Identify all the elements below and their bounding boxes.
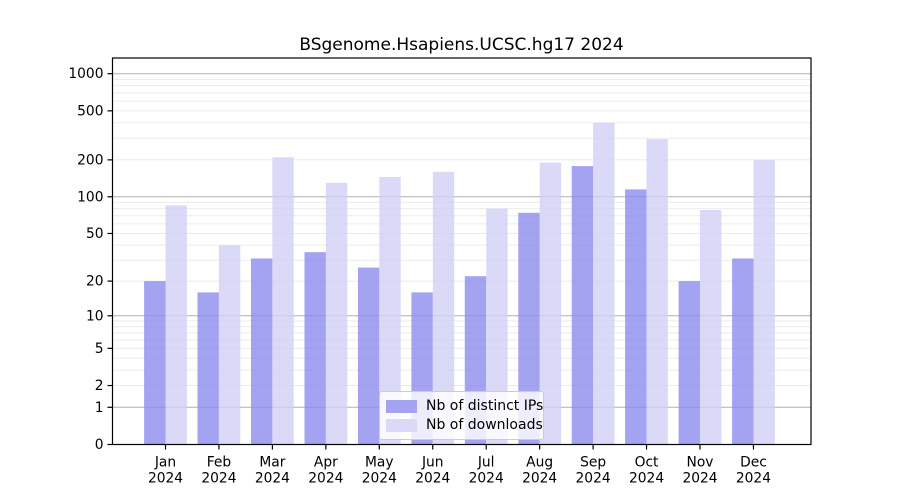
x-tick-label-year: 2024 [682, 471, 717, 487]
bar [539, 162, 562, 445]
x-tick-label-year: 2024 [469, 471, 504, 487]
legend-entry-downloads: Nb of downloads [386, 416, 543, 434]
y-tick-label: 50 [86, 226, 104, 242]
x-tick-label-year: 2024 [736, 471, 771, 487]
x-tick-label: Apr [314, 455, 338, 471]
bar [732, 258, 754, 445]
bar [432, 171, 455, 445]
x-tick-label-year: 2024 [255, 471, 290, 487]
x-tick-label: Oct [635, 455, 659, 471]
x-tick-label-year: 2024 [362, 471, 397, 487]
x-tick-label: Jul [477, 455, 495, 471]
bar [251, 258, 273, 445]
x-tick-label: Jun [421, 455, 444, 471]
y-tick-label: 1000 [68, 66, 103, 82]
bar [144, 281, 166, 445]
legend-swatch-downloads [386, 418, 417, 432]
bar [625, 189, 647, 445]
x-tick-label: Mar [259, 455, 285, 471]
y-tick-label: 20 [86, 274, 104, 290]
x-tick-label: Dec [740, 455, 767, 471]
y-tick-label: 2 [95, 378, 104, 394]
bar [325, 182, 348, 445]
x-tick-label: Sep [580, 455, 606, 471]
bar [304, 252, 326, 445]
x-tick-label: Jan [154, 455, 176, 471]
y-tick-label: 1 [95, 400, 104, 416]
x-tick-label: Feb [207, 455, 231, 471]
bar [486, 208, 508, 445]
y-tick-label: 0 [95, 437, 104, 453]
bar [165, 205, 187, 445]
y-tick-label: 200 [77, 152, 103, 168]
legend-swatch-distinct-ips [386, 399, 417, 413]
bar [646, 139, 668, 445]
x-tick-label: May [365, 455, 394, 471]
x-tick-label: Aug [526, 455, 553, 471]
x-tick-label-year: 2024 [576, 471, 611, 487]
bar [571, 166, 594, 445]
x-tick-label-year: 2024 [148, 471, 183, 487]
bar [218, 245, 241, 445]
bar [272, 157, 294, 445]
bar [753, 159, 775, 445]
y-tick-label: 10 [86, 308, 104, 324]
x-tick-label-year: 2024 [308, 471, 343, 487]
y-tick-label: 100 [77, 189, 103, 205]
y-axis: 0 1 2 5 10 20 50 100 200 500 1000 [68, 66, 113, 453]
legend-label-distinct-ips: Nb of distinct IPs [426, 398, 544, 414]
x-tick-label: Nov [687, 455, 714, 471]
legend-entry-distinct-ips: Nb of distinct IPs [386, 397, 543, 415]
chart-title: BSgenome.Hsapiens.UCSC.hg17 2024 [299, 35, 624, 55]
x-tick-label-year: 2024 [415, 471, 450, 487]
y-tick-label: 5 [95, 341, 104, 357]
y-tick-label: 500 [77, 103, 103, 119]
legend-label-downloads: Nb of downloads [426, 417, 543, 433]
bar [379, 177, 401, 445]
bar [518, 212, 540, 445]
x-tick-label-year: 2024 [522, 471, 557, 487]
x-tick-label-year: 2024 [629, 471, 664, 487]
x-axis: Jan2024Feb2024Mar2024Apr2024May2024Jun20… [148, 444, 771, 487]
bar [700, 210, 722, 445]
plot-border [111, 57, 812, 446]
x-tick-label-year: 2024 [201, 471, 236, 487]
bar [593, 122, 615, 445]
bar [197, 292, 219, 445]
bar [357, 267, 380, 445]
bar [678, 281, 700, 445]
legend: Nb of distinct IPs Nb of downloads [379, 391, 544, 440]
